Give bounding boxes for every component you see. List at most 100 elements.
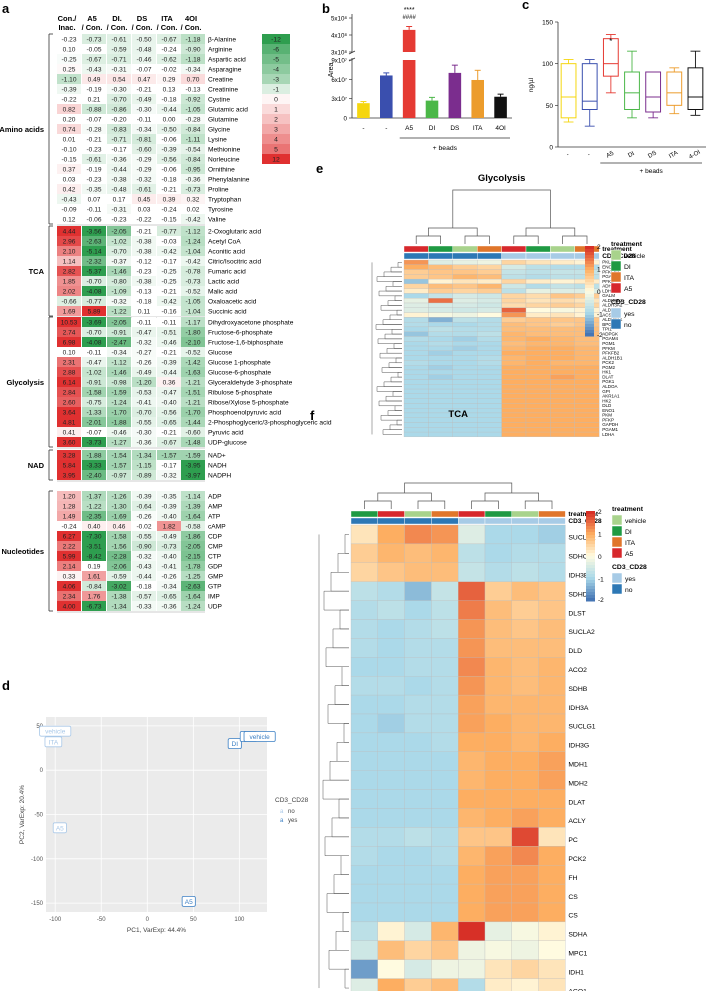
cell-value: 0.03 — [63, 177, 76, 184]
table-cell — [107, 571, 131, 581]
treatment-annotation-cell — [403, 245, 429, 253]
heatmap-cell — [477, 374, 502, 380]
cell-value: -0.18 — [161, 177, 176, 184]
heatmap-cell — [452, 278, 478, 285]
cell-value: 1.28 — [63, 504, 76, 511]
heatmap-cell — [574, 388, 600, 394]
heatmap-cell — [428, 403, 453, 409]
heatmap-cell — [452, 360, 478, 366]
cell-value: -1.56 — [111, 544, 126, 551]
cell-value: -0.49 — [161, 534, 176, 541]
heatmap-cell — [538, 619, 566, 639]
cell-value: 0.42 — [63, 187, 76, 194]
heatmap-cell — [538, 732, 566, 752]
heatmap-cell — [501, 274, 527, 280]
metabolite-label: Aspartic acid — [208, 57, 246, 64]
heatmap-cell — [377, 883, 405, 904]
table-cell — [57, 144, 81, 154]
cell-value: -1.58 — [86, 390, 101, 397]
row-label: DLD — [602, 403, 612, 408]
metabolite-label: cAMP — [208, 524, 226, 531]
table-cell — [82, 204, 106, 214]
table-cell — [107, 591, 131, 601]
tca-heatmap: TCAtreatmentCD3_CD28SUCLG2SDHCIDH3BSDHDD… — [318, 409, 647, 991]
table-cell — [181, 601, 205, 611]
heatmap-cell — [501, 427, 527, 433]
heatmap-cell — [538, 902, 566, 923]
table-cell — [157, 460, 181, 470]
legend-label: ITA — [624, 275, 635, 282]
table-cell — [157, 34, 181, 44]
cell-value: -0.46 — [111, 430, 126, 437]
heatmap-cell — [484, 827, 512, 847]
heatmap-cell — [550, 312, 575, 318]
row-dendrogram — [330, 572, 349, 592]
color-scale-segment — [586, 562, 595, 566]
table-cell — [181, 296, 205, 306]
color-scale-segment — [585, 309, 594, 313]
heatmap-cell — [574, 408, 600, 414]
heatmap-cell — [350, 732, 378, 752]
cell-value: -0.02 — [136, 524, 151, 531]
heatmap-cell — [377, 770, 405, 790]
table-cell — [107, 214, 131, 224]
cell-value: -1.12 — [111, 360, 126, 367]
heatmap-cell — [550, 269, 575, 275]
cell-value: -0.34 — [111, 350, 126, 357]
table-cell — [82, 407, 106, 417]
table-cell — [107, 286, 131, 296]
heatmap-cell — [538, 562, 566, 582]
table-cell — [181, 114, 205, 124]
column-header-sub: / Con. — [82, 23, 103, 32]
cd3-annotation-cell — [484, 517, 512, 525]
heatmap-cell — [550, 326, 575, 332]
legend-swatch — [262, 94, 290, 104]
metabolite-label: Oxaloacetic acid — [208, 299, 257, 306]
cd3-annotation-cell — [452, 252, 478, 260]
heatmap-cell — [350, 789, 378, 809]
table-cell — [157, 84, 181, 94]
y-tick-label: 0 — [344, 116, 348, 123]
heatmap-cell — [477, 417, 502, 423]
heatmap-cell — [428, 288, 453, 294]
metabolite-label: ADP — [208, 494, 222, 501]
heatmap-cell — [574, 412, 600, 418]
table-cell — [157, 164, 181, 174]
cell-value: -0.30 — [136, 430, 151, 437]
row-dendrogram — [381, 367, 402, 373]
heatmap-cell — [458, 921, 486, 941]
heatmap-cell — [452, 393, 478, 399]
cd3-annotation-cell — [477, 252, 502, 260]
color-scale-tick: -2 — [598, 597, 604, 604]
color-scale-segment — [586, 541, 595, 545]
metabolite-label: NADH — [208, 463, 227, 470]
table-cell — [132, 84, 156, 94]
table-cell — [82, 460, 106, 470]
cell-value: -0.26 — [136, 514, 151, 521]
table-cell — [132, 470, 156, 480]
cell-value: -0.64 — [136, 504, 151, 511]
heatmap-cell — [458, 865, 486, 885]
heatmap-cell — [452, 336, 478, 342]
heatmap-cell — [377, 543, 405, 563]
cell-value: -0.28 — [185, 117, 200, 124]
cell-value: 0.11 — [138, 309, 151, 316]
cell-value: -0.61 — [86, 157, 101, 164]
column-dendrogram — [471, 500, 499, 509]
heatmap-cell — [452, 302, 478, 308]
cell-value: -0.42 — [185, 217, 200, 224]
cell-value: 0.17 — [113, 197, 126, 204]
table-cell — [181, 551, 205, 561]
heatmap-cell — [511, 600, 539, 620]
legend-label: yes — [625, 576, 636, 583]
table-cell — [82, 387, 106, 397]
y-axis-title: PC2, VarExp: 20.4% — [19, 785, 26, 844]
metabolite-label: Phenylalanine — [208, 177, 250, 184]
heatmap-cell — [431, 827, 459, 847]
heatmap-cell — [501, 369, 527, 375]
color-scale-segment — [586, 592, 595, 596]
row-label: GPI — [602, 389, 610, 394]
heatmap-cell — [377, 676, 405, 696]
treatment-annotation-cell — [501, 245, 527, 253]
table-cell — [57, 286, 81, 296]
